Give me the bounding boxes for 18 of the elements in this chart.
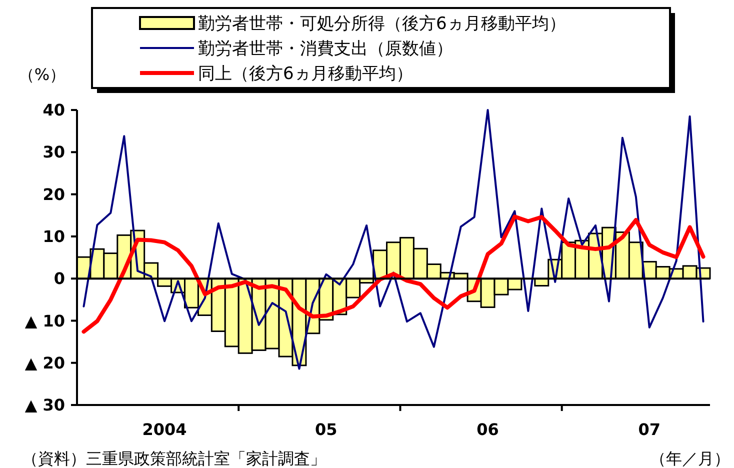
legend-label: 勤労者世帯・可処分所得（後方6ヵ月移動平均） (198, 14, 566, 34)
x-tick-label: 2004 (142, 420, 187, 439)
text: （資料）三重県政策部統計室「家計調査」 (22, 449, 326, 468)
y-axis-title: （%） (18, 65, 66, 84)
y-tick-label: ▲ 10 (24, 311, 65, 330)
x-tick-label: 07 (638, 420, 661, 439)
y-tick-label: 0 (54, 269, 65, 288)
y-tick-label: 20 (42, 184, 65, 204)
y-tick-label: ▲ 20 (24, 353, 65, 372)
x-tick-label: 05 (315, 420, 338, 439)
y-tick-label: 40 (42, 100, 65, 120)
legend-label: 勤労者世帯・消費支出（原数値） (198, 38, 453, 59)
x-axis-title: （年／月） (650, 449, 730, 468)
legend-label: 同上（後方6ヵ月移動平均） (198, 64, 413, 84)
y-tick-label: ▲ 30 (24, 396, 65, 415)
x-tick-label: 06 (476, 420, 499, 439)
y-tick-label: 30 (42, 142, 65, 162)
y-tick-label: 10 (42, 227, 65, 246)
